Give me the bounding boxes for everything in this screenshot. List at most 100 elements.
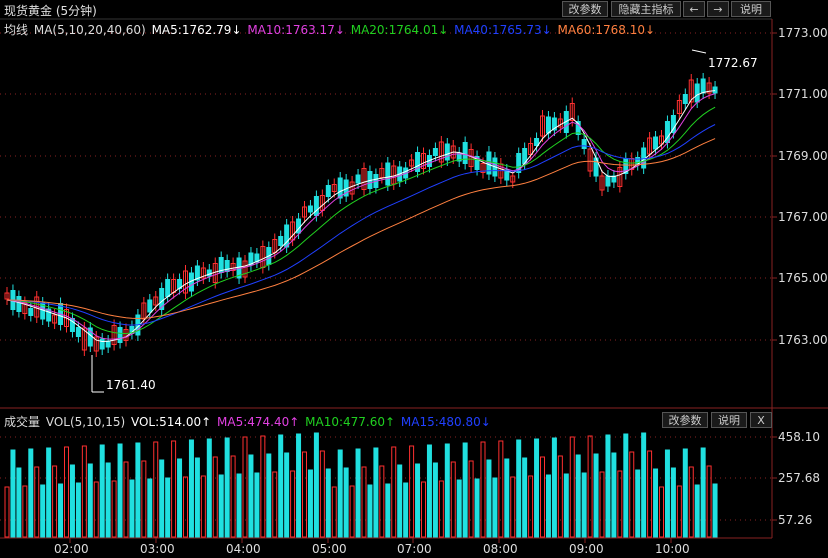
candle-body xyxy=(516,153,522,173)
hide-main-indicator-button[interactable]: 隐藏主指标 xyxy=(611,1,681,17)
time-tick: 10:00 xyxy=(655,542,690,556)
arrow-left-icon[interactable]: ← xyxy=(683,1,705,17)
vol-edit-params-button[interactable]: 改参数 xyxy=(662,412,708,428)
volume-bar xyxy=(498,440,504,538)
volume-bar xyxy=(93,481,99,538)
candle-body xyxy=(569,103,575,121)
vol-help-button[interactable]: 说明 xyxy=(711,412,747,428)
volume-bar xyxy=(379,465,385,538)
ma40-line xyxy=(6,124,716,326)
volume-bar xyxy=(682,448,688,538)
volume-bar xyxy=(248,454,254,538)
volume-bar xyxy=(504,458,510,538)
volume-bar xyxy=(670,467,676,538)
volume-bar xyxy=(557,455,563,538)
volume-bar xyxy=(641,432,647,538)
volume-bar xyxy=(468,460,474,538)
candle-body xyxy=(432,148,438,156)
help-button[interactable]: 说明 xyxy=(731,1,771,17)
candle-body xyxy=(611,175,617,183)
volume-bar xyxy=(367,484,373,538)
candle-body xyxy=(676,100,682,114)
volume-bar xyxy=(34,466,40,538)
volume-bar xyxy=(385,483,391,538)
edit-params-button[interactable]: 改参数 xyxy=(562,1,608,17)
chart-title: 现货黄金 (5分钟) xyxy=(4,4,97,18)
volume-bar xyxy=(147,478,153,538)
candle-body xyxy=(421,153,426,169)
volume-bar xyxy=(563,473,569,538)
ma-legend: 均线 MA(5,10,20,40,60) MA5:1762.79↓ MA10:1… xyxy=(4,21,657,38)
volume-bar xyxy=(254,472,260,538)
volume-bar xyxy=(135,442,141,538)
volume-bar xyxy=(664,449,670,538)
time-tick: 03:00 xyxy=(140,542,175,556)
volume-bar xyxy=(260,435,266,538)
volume-bar xyxy=(87,463,93,538)
volume-bar xyxy=(700,447,706,538)
volume-bar xyxy=(605,434,611,538)
volume-bar xyxy=(611,452,617,538)
volume-bar xyxy=(593,453,599,538)
candle-body xyxy=(415,152,421,172)
volume-bar xyxy=(153,441,159,538)
volume-bar xyxy=(296,433,302,538)
candle-body xyxy=(325,185,331,197)
volume-bar xyxy=(629,451,635,538)
close-icon[interactable]: X xyxy=(750,412,772,428)
volume-bar xyxy=(272,471,278,538)
candle-body xyxy=(653,136,659,150)
volume-bar xyxy=(653,468,659,538)
volume-bar xyxy=(75,482,81,538)
candle-body xyxy=(462,142,468,164)
volume-bar xyxy=(343,467,349,538)
volume-tick: 57.26 xyxy=(778,513,813,527)
candle-body xyxy=(379,168,385,178)
ma10-value: MA10:1763.17↓ xyxy=(247,23,345,37)
candle-body xyxy=(504,169,510,181)
candle-body xyxy=(361,168,367,190)
volume-bar xyxy=(236,473,242,538)
ma5-value: MA5:1762.79↓ xyxy=(151,23,242,37)
volume-bar xyxy=(188,439,194,538)
volume-bar xyxy=(349,485,355,538)
arrow-right-icon[interactable]: → xyxy=(707,1,729,17)
candle-body xyxy=(159,288,165,310)
low-annotation: 1761.40 xyxy=(106,378,156,392)
volume-bar xyxy=(331,486,337,538)
volume-bar xyxy=(28,448,34,538)
volume-bar xyxy=(510,476,516,538)
volume-bar xyxy=(391,446,397,538)
candle-body xyxy=(248,252,254,266)
candle-body xyxy=(557,118,563,128)
candle-body xyxy=(28,308,34,316)
volume-bar xyxy=(313,432,319,538)
volume-bar xyxy=(319,450,325,538)
volume-bar xyxy=(450,461,456,538)
candle-body xyxy=(474,156,480,170)
candle-body xyxy=(105,340,111,348)
volume-bar xyxy=(545,474,551,538)
price-tick: 1767.00 xyxy=(778,210,828,224)
volume-bar xyxy=(212,456,218,538)
volume-bar xyxy=(16,467,22,538)
volume-bar xyxy=(462,442,468,538)
volume-bar xyxy=(659,486,664,538)
candle-body xyxy=(605,175,611,187)
volume-bar xyxy=(64,446,69,538)
volume-bar xyxy=(623,433,629,538)
volume-bar xyxy=(688,466,694,538)
vol-params: VOL(5,10,15) xyxy=(45,415,126,429)
volume-bar xyxy=(575,454,581,538)
volume-bar xyxy=(551,437,557,538)
candle-body xyxy=(147,299,153,313)
volume-bar xyxy=(373,447,379,538)
volume-bar xyxy=(581,472,587,538)
volume-bar xyxy=(266,453,272,538)
time-tick: 08:00 xyxy=(483,542,518,556)
ma20-line xyxy=(6,106,716,335)
volume-bar xyxy=(206,438,212,538)
candle-body xyxy=(659,135,664,145)
candle-body xyxy=(22,302,28,314)
